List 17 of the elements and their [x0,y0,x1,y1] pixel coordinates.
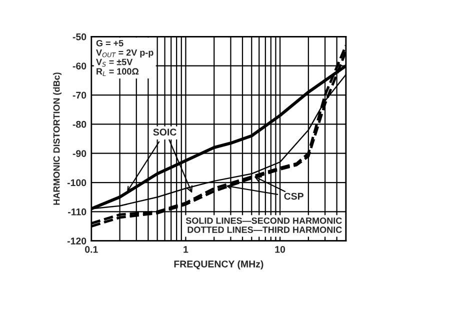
y-tick-label: -80 [72,120,86,128]
y-tick-label: -50 [72,33,86,40]
y-tick-label: -70 [72,92,86,99]
annotation: SOLID LINES—SECOND HARMONIC DOTTED LINES—THIRD HARMONIC [186,217,342,233]
x-axis-title: FREQUENCY (MHz) [174,260,264,270]
x-tick-label: 0.1 [85,246,98,253]
text: G = +5 V$_{OUT}$ = 2V p-p V$_{S}$ = ±5V R$_{L}$ = 100Ω [96,40,154,76]
y-tick-label: -120 [67,238,86,244]
y-tick-label: -110 [68,208,86,216]
x-tick-label: 1 [184,246,188,253]
x-tick-label: 10 [275,246,286,253]
y-tick-label: -60 [72,62,86,70]
annotation: CSP [284,192,304,200]
y-axis-title: HARMONIC DISTORTION (dBc) [53,72,62,205]
annotation: SOIC [153,128,176,136]
y-tick-label: -100 [67,179,86,186]
y-tick-label: -90 [72,150,86,157]
